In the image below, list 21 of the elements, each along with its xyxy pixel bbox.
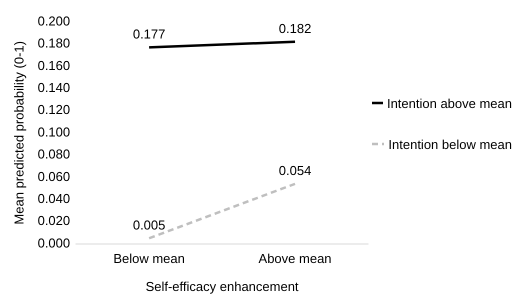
x-axis-title: Self-efficacy enhancement <box>146 278 299 294</box>
data-label: 0.005 <box>132 217 166 232</box>
y-tick-label: 0.060 <box>38 168 70 184</box>
y-tick-label: 0.200 <box>38 13 70 28</box>
y-tick-label: 0.080 <box>38 146 70 162</box>
y-tick-label: 0.040 <box>38 190 70 206</box>
x-tick-label: Above mean <box>258 251 332 266</box>
y-axis-title: Mean predicted probability (0-1) <box>11 41 26 225</box>
y-tick-label: 0.020 <box>38 213 70 228</box>
y-tick-label: 0.140 <box>38 80 70 95</box>
y-tick-label: 0.000 <box>38 235 70 250</box>
x-tick-label: Below mean <box>113 251 185 266</box>
y-tick-label: 0.120 <box>38 102 70 118</box>
y-tick-label: 0.100 <box>38 124 70 140</box>
y-tick-label: 0.160 <box>38 58 70 73</box>
y-tick-label: 0.180 <box>38 36 70 51</box>
data-label: 0.054 <box>278 162 312 178</box>
legend-label: Intention below mean <box>388 136 512 152</box>
legend-label: Intention above mean <box>386 96 512 110</box>
data-label: 0.177 <box>132 26 166 42</box>
data-label: 0.182 <box>278 20 312 36</box>
